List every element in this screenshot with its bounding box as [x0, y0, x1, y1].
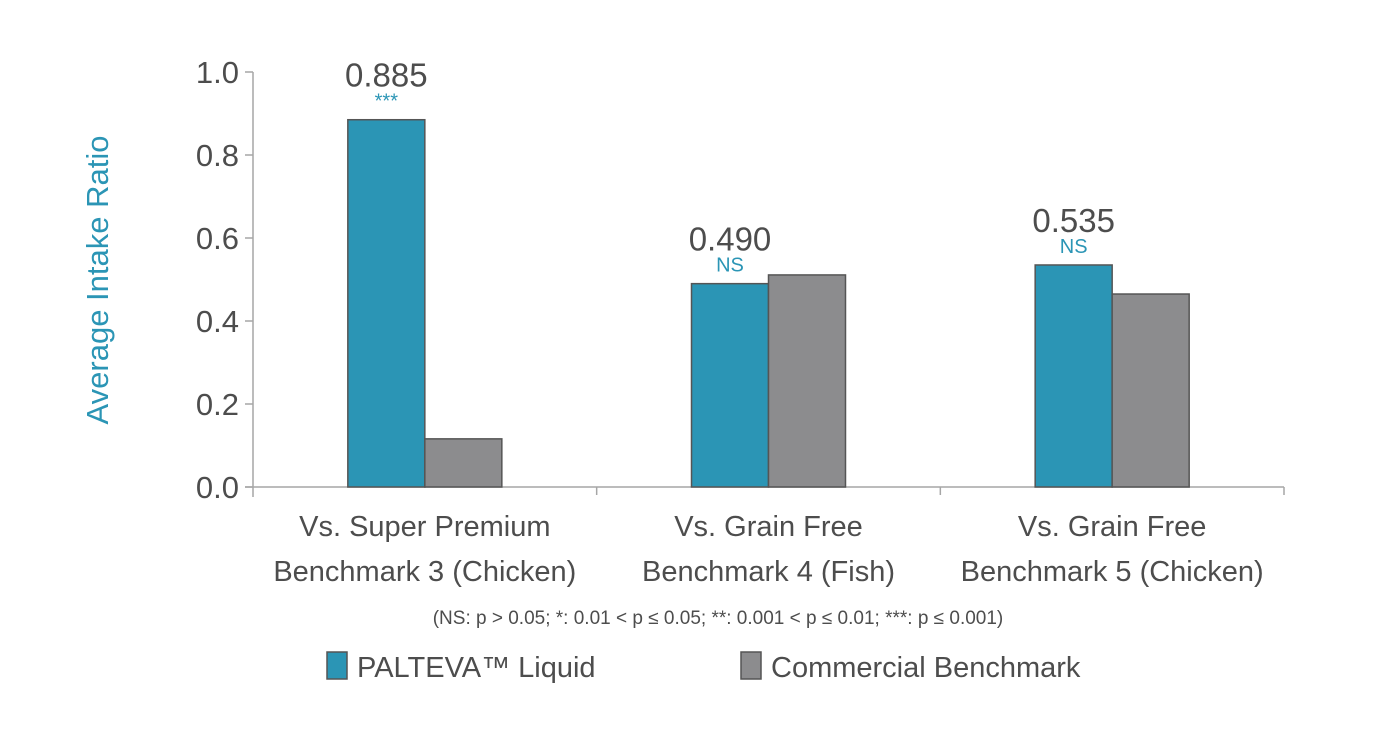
legend-swatch	[326, 651, 348, 680]
data-label: 0.885	[345, 57, 428, 94]
significance-label: NS	[716, 255, 744, 277]
data-label: 0.490	[689, 221, 772, 258]
legend-label: Commercial Benchmark	[771, 652, 1081, 684]
y-tick-label: 0.8	[196, 138, 239, 173]
legend-label: PALTEVA™ Liquid	[357, 652, 596, 684]
bar-benchmark	[1111, 293, 1190, 488]
footnote: (NS: p > 0.05; *: 0.01 < p ≤ 0.05; **: 0…	[433, 608, 1004, 629]
y-axis-title: Average Intake Ratio	[80, 136, 115, 425]
significance-label: ***	[375, 91, 399, 113]
x-category-label: Vs. Super Premium	[299, 511, 550, 543]
x-category-label: Benchmark 3 (Chicken)	[273, 556, 576, 588]
bar-palteva	[690, 282, 770, 488]
y-tick-label: 1.0	[196, 55, 239, 90]
x-category-label: Benchmark 4 (Fish)	[642, 556, 895, 588]
y-tick-label: 0.0	[196, 470, 239, 505]
x-category-label: Vs. Grain Free	[674, 511, 863, 543]
bar-benchmark	[767, 274, 847, 488]
bar-palteva	[1034, 264, 1113, 488]
y-tick-label: 0.6	[196, 221, 239, 256]
x-category-label: Vs. Grain Free	[1018, 511, 1207, 543]
bar-palteva	[347, 118, 426, 488]
y-tick-label: 0.2	[196, 387, 239, 422]
bar-benchmark	[424, 438, 503, 488]
data-label: 0.535	[1032, 202, 1115, 239]
significance-label: NS	[1060, 236, 1088, 258]
y-tick-label: 0.4	[196, 304, 239, 339]
legend-swatch	[740, 651, 762, 680]
x-category-label: Benchmark 5 (Chicken)	[961, 556, 1264, 588]
